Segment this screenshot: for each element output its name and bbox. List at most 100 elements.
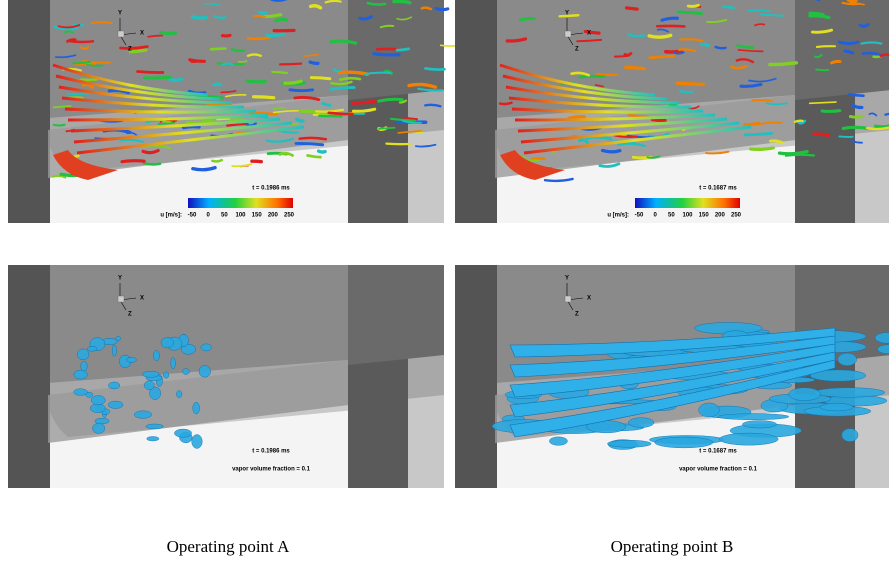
vortex-streak [294,117,305,123]
vortex-streak [272,106,287,110]
vapor-blob [628,417,655,428]
vortex-streak [216,117,231,121]
vortex-streak [251,95,276,100]
vortex-streak [377,97,404,103]
jet-streak [511,107,704,114]
vapor-blob [654,436,714,449]
left-pillar [8,0,50,223]
vortex-streak [145,119,159,124]
vortex-streak [52,105,72,109]
vortex-streak [598,162,621,168]
vortex-streak [294,142,325,147]
vortex-streak [746,9,771,12]
vortex-streak [396,16,412,21]
vortex-streak [757,121,783,126]
jet-streak [499,63,656,97]
axis-label: Z [575,312,579,318]
vortex-streak [721,5,736,10]
vapor-sheet [509,351,836,418]
vortex-streak [768,61,799,67]
vortex-streak [624,6,639,11]
vapor-blob [819,403,854,412]
vortex-streak [237,60,248,63]
vapor-blob [153,350,160,362]
vortex-streak [230,48,245,53]
vortex-streak [258,10,268,15]
panel: Y X Zt = 0.1986 ms u [m/s]: -50 0 50 100 150 200 2… [8,0,463,223]
vortex-streak [339,76,362,81]
vortex-streak [330,80,353,86]
vortex-streak [190,15,208,20]
vortex-streak [735,58,755,64]
vortex-streak [143,75,172,80]
vapor-blob [149,386,161,400]
vortex-streak [351,99,377,105]
vortex-streak [298,136,328,141]
vapor-blob [717,413,790,420]
vapor-blob [126,356,137,363]
vortex-streak [647,33,673,39]
vortex-streak [395,47,411,52]
vapor-blob [115,336,122,341]
colorbar-tick-label: -50 [188,213,197,219]
colorbar-label: u [m/s]: [160,213,182,219]
vortex-streak [253,14,267,18]
vortex-streak [570,71,590,77]
vapor-blob [92,422,106,434]
axis-label: Y [118,11,122,17]
vortex-streak [250,159,263,164]
vapor-blob [198,365,211,378]
vortex-streak [650,118,667,123]
vortex-streak [327,111,354,116]
vortex-streak [181,124,201,130]
vortex-streak [293,96,321,102]
vortex-streak [837,40,860,45]
vortex-streak [830,59,842,65]
vortex-streak [498,101,513,106]
time-label: t = 0.1986 ms [252,186,290,192]
vortex-streak [351,107,377,113]
left-pillar [455,265,497,488]
vortex-streak [52,123,66,127]
vortex-streak [675,81,706,87]
vortex-streak [518,16,536,22]
vortex-streak [414,143,437,148]
vortex-streak [660,16,679,22]
vortex-streak [848,115,865,119]
vortex-streak [120,159,146,164]
vortex-streak [543,177,574,183]
vortex-streak [624,65,647,71]
vortex-streak [594,84,604,88]
vortex-streak [288,88,315,93]
left-pillar [455,0,497,223]
colorbar-tick-label: 100 [682,213,693,219]
colorbar-tick-label: 150 [699,213,710,219]
vortex-streak [686,3,700,8]
vapor-sheet [509,335,836,378]
jet-streak [67,113,269,122]
axis-label: X [587,31,591,37]
vortex-streak [271,70,288,74]
vortex-streak [329,39,358,45]
vortex-streak [246,36,271,41]
vortex-streak [873,124,889,129]
colorbar-tick-label: 50 [668,213,675,219]
vapor-blob [698,402,720,418]
vortex-streak [706,18,728,24]
vortex-streak [730,65,748,70]
vortex-streak [329,86,356,91]
upper-plate [48,265,348,383]
vortex-streak [868,112,878,117]
vortex-streak [838,135,854,138]
vortex-streak [420,6,432,11]
vapor-blob [200,343,212,352]
inlet-white [495,140,855,223]
vortex-streak [424,103,442,108]
vapor-blob [90,395,106,406]
vapor-blob [191,434,203,449]
vortex-streak [53,25,79,31]
vortex-streak [158,30,177,36]
vortex-streak [860,41,883,45]
colorbar-tick-label: 50 [221,213,228,219]
vapor-blob [549,436,568,446]
